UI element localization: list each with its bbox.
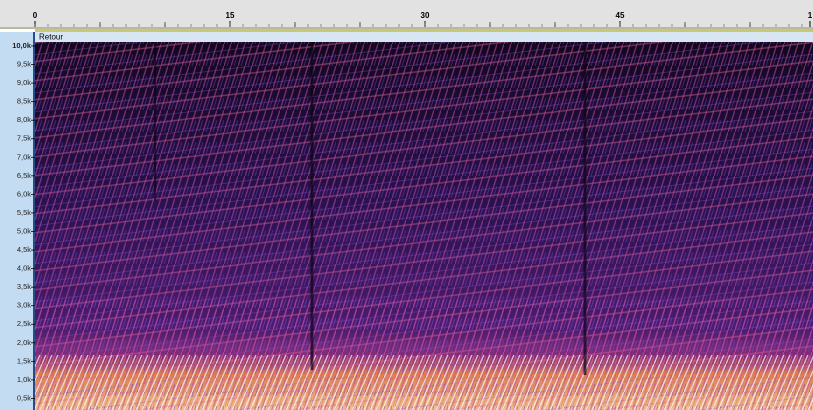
page: 0 15 30 45 1 Retour 10,0k 9,5k 9,0k 8,5k 8,0k 7,5… — [0, 0, 813, 410]
frequency-label: 8,0k — [17, 115, 31, 124]
frequency-label: 10,0k — [12, 41, 32, 50]
frequency-label: 7,5k — [17, 134, 31, 143]
frequency-label: 2,5k — [17, 319, 31, 328]
frequency-label: 3,0k — [17, 301, 31, 310]
frequency-label: 0,5k — [17, 393, 31, 402]
frequency-label: 6,5k — [17, 171, 31, 180]
frequency-label: 4,0k — [17, 264, 31, 273]
frequency-scale — [0, 32, 35, 410]
frequency-label: 1,5k — [17, 356, 31, 365]
ruler-label: 15 — [226, 11, 235, 20]
frequency-label: 4,5k — [17, 245, 31, 254]
frequency-label: 2,0k — [17, 338, 31, 347]
frequency-label: 5,5k — [17, 208, 31, 217]
play-region — [35, 29, 813, 32]
ruler-edge — [0, 27, 813, 29]
frequency-label: 6,0k — [17, 189, 31, 198]
track-label-bar[interactable] — [35, 32, 813, 42]
spectrogram — [35, 42, 813, 410]
frequency-label: 7,0k — [17, 152, 31, 161]
audacity-window: 0 15 30 45 1 Retour 10,0k 9,5k 9,0k 8,5k 8,0k 7,5… — [0, 0, 813, 410]
track-name: Retour — [39, 33, 63, 42]
frequency-label: 9,0k — [17, 78, 31, 87]
ruler-label: 1 — [808, 11, 813, 20]
timeline-ruler[interactable] — [0, 0, 813, 28]
frequency-label: 9,5k — [17, 60, 31, 69]
ruler-label: 30 — [421, 11, 430, 20]
frequency-label: 8,5k — [17, 97, 31, 106]
ruler-label: 0 — [33, 11, 38, 20]
frequency-label: 5,0k — [17, 226, 31, 235]
frequency-label: 1,0k — [17, 375, 31, 384]
ruler-label: 45 — [616, 11, 625, 20]
scale-edge — [33, 32, 35, 410]
frequency-label: 3,5k — [17, 282, 31, 291]
